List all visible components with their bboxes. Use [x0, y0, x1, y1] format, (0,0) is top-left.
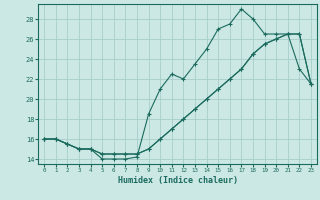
X-axis label: Humidex (Indice chaleur): Humidex (Indice chaleur) [118, 176, 238, 185]
